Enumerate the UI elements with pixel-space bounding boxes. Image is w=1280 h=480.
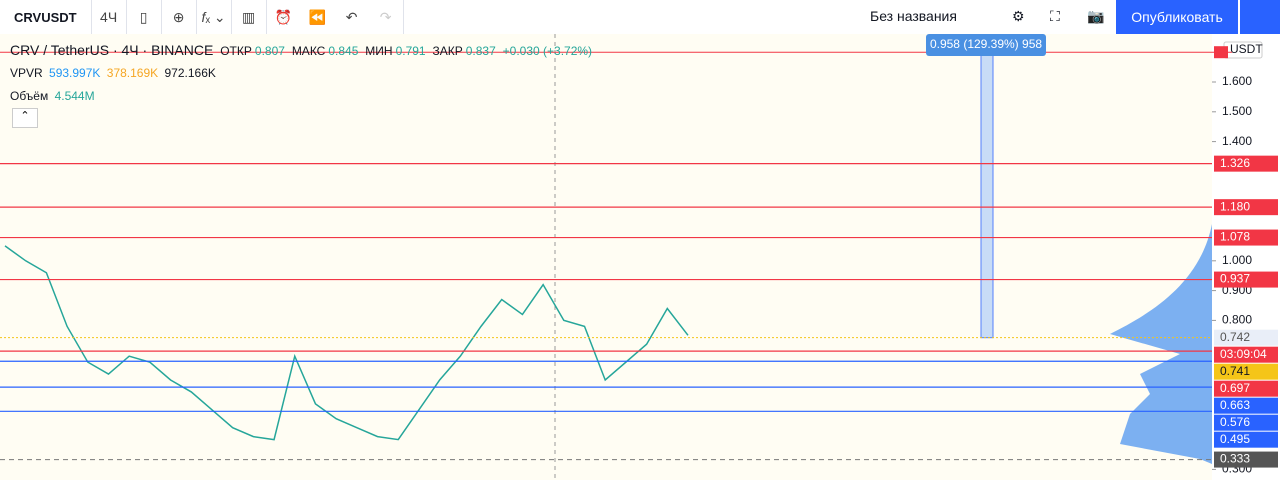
price-label: 0.741 [1220,364,1250,378]
volume-profile [1110,224,1212,464]
legend-row: CRV / TetherUS · 4Ч · BINANCE ОТКР 0.807 … [10,42,595,58]
y-tick-label: 1.500 [1222,104,1252,118]
symbol[interactable]: CRVUSDT [14,9,77,25]
interval[interactable]: 4Ч [100,9,118,25]
price-label-bg [1214,271,1278,288]
price-label-bg [1214,431,1278,448]
value: 378.169K [106,66,159,80]
y-tick-label: 1.000 [1222,253,1252,267]
price-label-bg [1214,346,1278,363]
price-label: 0.742 [1220,330,1250,344]
price-label: 0.937 [1220,272,1250,286]
label: МИН [365,44,393,58]
value: 0.791 [395,44,426,58]
fullscreen[interactable]: ⛶ [1050,8,1060,24]
label: VPVR [10,66,43,80]
settings[interactable]: ⚙ [1012,8,1025,24]
price-label-bg [1214,380,1278,397]
chart-bg [0,34,1212,480]
level-tag [1214,46,1228,59]
label: ОТКР [220,44,252,58]
price-label-bg [1214,229,1278,246]
chart: 1.6001.5001.4001.0000.9000.8000.300USDT0… [0,34,1280,480]
price-label-bg [1214,199,1278,216]
price-label-bg [1214,414,1278,431]
price-label-bg [1214,451,1278,468]
price-line [4,245,689,441]
value: 0.837 [465,44,496,58]
y-tick-label: 0.800 [1222,313,1252,327]
templates[interactable]: ▥ [241,8,256,25]
currency: USDT [1230,42,1263,56]
measure-box [980,51,994,339]
snapshot[interactable]: 📷 [1087,8,1105,24]
price-label: 0.697 [1220,381,1250,395]
label: ЗАКР [432,44,463,58]
undo[interactable]: ↶ [345,8,358,25]
price-label: 1.326 [1220,156,1250,170]
price-label: 0.495 [1220,432,1250,446]
label: Объём [10,89,49,103]
change: +0.030 (+3.72%) [502,44,593,58]
collapse-legend[interactable]: ⌃ [12,108,38,128]
y-tick-label: 1.600 [1222,74,1252,88]
price-label-bg [1214,329,1278,346]
price-label: 1.180 [1220,199,1250,213]
price-label: 0.663 [1220,398,1250,412]
legend-row: Объём 4.544M [10,89,98,103]
price-label: 0.333 [1220,452,1250,466]
chart-type[interactable]: ▯ [139,8,148,25]
measure-label: 0.958 (129.39%) 958 [930,37,1042,51]
redo[interactable]: ↷ [379,8,392,25]
toolbar: CRVUSDT 4Ч ▯ ⊕ fₓ ⌄ ▥ ⏰ ⏪ ↶ ↷ Без назван… [0,0,1280,35]
play-button[interactable] [1240,0,1280,34]
publish-button[interactable]: Опубликовать [1116,0,1238,34]
value: 0.807 [254,44,285,58]
measure-label-bg [926,34,1046,56]
value: 4.544M [54,89,95,103]
replay[interactable]: ⏪ [308,8,327,25]
y-tick-label: 1.400 [1222,134,1252,148]
alert[interactable]: ⏰ [274,8,293,25]
value: 0.845 [328,44,359,58]
value: 593.997K [49,66,101,80]
label: МАКС [291,44,326,58]
legend-title: CRV / TetherUS · 4Ч · BINANCE [10,42,214,58]
price-label: 0.576 [1220,415,1250,429]
price-label: 03:09:04 [1220,347,1267,361]
price-label-bg [1214,363,1278,380]
layout-name[interactable]: Без названия [870,8,957,24]
price-label: 1.078 [1220,230,1250,244]
price-label-bg [1214,155,1278,172]
price-label-bg [1214,397,1278,414]
indicators[interactable]: fₓ ⌄ [201,8,226,25]
legend-row: VPVR 593.997K 378.169K 972.166K [10,66,219,80]
compare[interactable]: ⊕ [172,8,185,25]
value: 972.166K [164,66,216,80]
